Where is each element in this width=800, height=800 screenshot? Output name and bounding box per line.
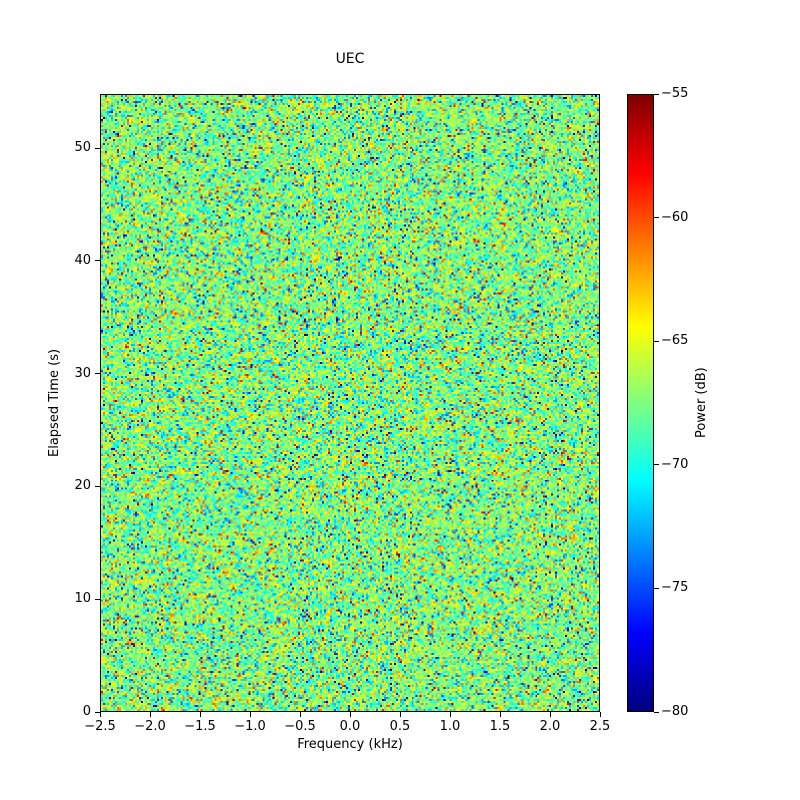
x-tick-mark <box>549 712 551 717</box>
colorbar-tick-mark <box>654 464 659 466</box>
y-tick-label: 0 <box>82 704 91 719</box>
x-tick-mark <box>249 712 251 717</box>
x-tick-label: 1.5 <box>489 719 511 734</box>
x-tick-label: 2.0 <box>539 719 561 734</box>
colorbar-tick-label: −80 <box>661 704 689 719</box>
x-tick-label: −1.0 <box>234 719 266 734</box>
colorbar-tick-label: −65 <box>661 333 689 349</box>
colorbar-tick-label: −55 <box>661 86 689 101</box>
x-tick-mark <box>199 712 201 717</box>
colorbar-tick-mark <box>654 340 659 342</box>
colorbar-tick-label: −70 <box>661 456 689 472</box>
colorbar-tick-mark <box>654 217 659 219</box>
colorbar-tick-mark <box>654 93 659 95</box>
x-tick-mark <box>599 712 601 717</box>
spectrogram-heatmap <box>101 95 599 711</box>
x-tick-label: 0.5 <box>389 719 411 734</box>
x-tick-mark <box>399 712 401 717</box>
x-tick-label: −2.5 <box>84 719 116 734</box>
y-tick-mark <box>95 373 100 375</box>
y-tick-label: 10 <box>74 591 91 607</box>
x-tick-mark <box>149 712 151 717</box>
y-axis-label: Elapsed Time (s) <box>47 348 62 458</box>
y-tick-label: 20 <box>74 478 91 494</box>
y-tick-mark <box>95 485 100 487</box>
x-tick-label: −2.0 <box>134 719 166 734</box>
x-tick-mark <box>99 712 101 717</box>
colorbar-label: Power (dB) <box>694 367 709 439</box>
x-tick-mark <box>449 712 451 717</box>
y-tick-mark <box>95 598 100 600</box>
x-tick-mark <box>299 712 301 717</box>
y-tick-mark <box>95 147 100 149</box>
x-axis-label: Frequency (kHz) <box>297 737 403 752</box>
colorbar-tick-mark <box>654 587 659 589</box>
plot-title: UEC <box>335 51 365 67</box>
x-tick-label: −1.5 <box>184 719 216 734</box>
x-tick-label: 0.0 <box>339 719 361 734</box>
colorbar-tick-mark <box>654 711 659 713</box>
colorbar <box>627 94 654 712</box>
y-tick-mark <box>95 711 100 713</box>
y-tick-label: 30 <box>74 365 91 381</box>
colorbar-tick-label: −75 <box>661 580 689 596</box>
colorbar-tick-label: −60 <box>661 209 689 225</box>
x-tick-label: −0.5 <box>284 719 316 734</box>
x-tick-mark <box>349 712 351 717</box>
x-tick-label: 2.5 <box>589 719 611 734</box>
plot-area <box>100 94 600 712</box>
x-tick-label: 1.0 <box>439 719 461 734</box>
y-tick-label: 40 <box>74 252 91 268</box>
y-tick-mark <box>95 260 100 262</box>
y-tick-label: 50 <box>74 140 91 156</box>
x-tick-mark <box>499 712 501 717</box>
colorbar-gradient <box>628 95 653 711</box>
